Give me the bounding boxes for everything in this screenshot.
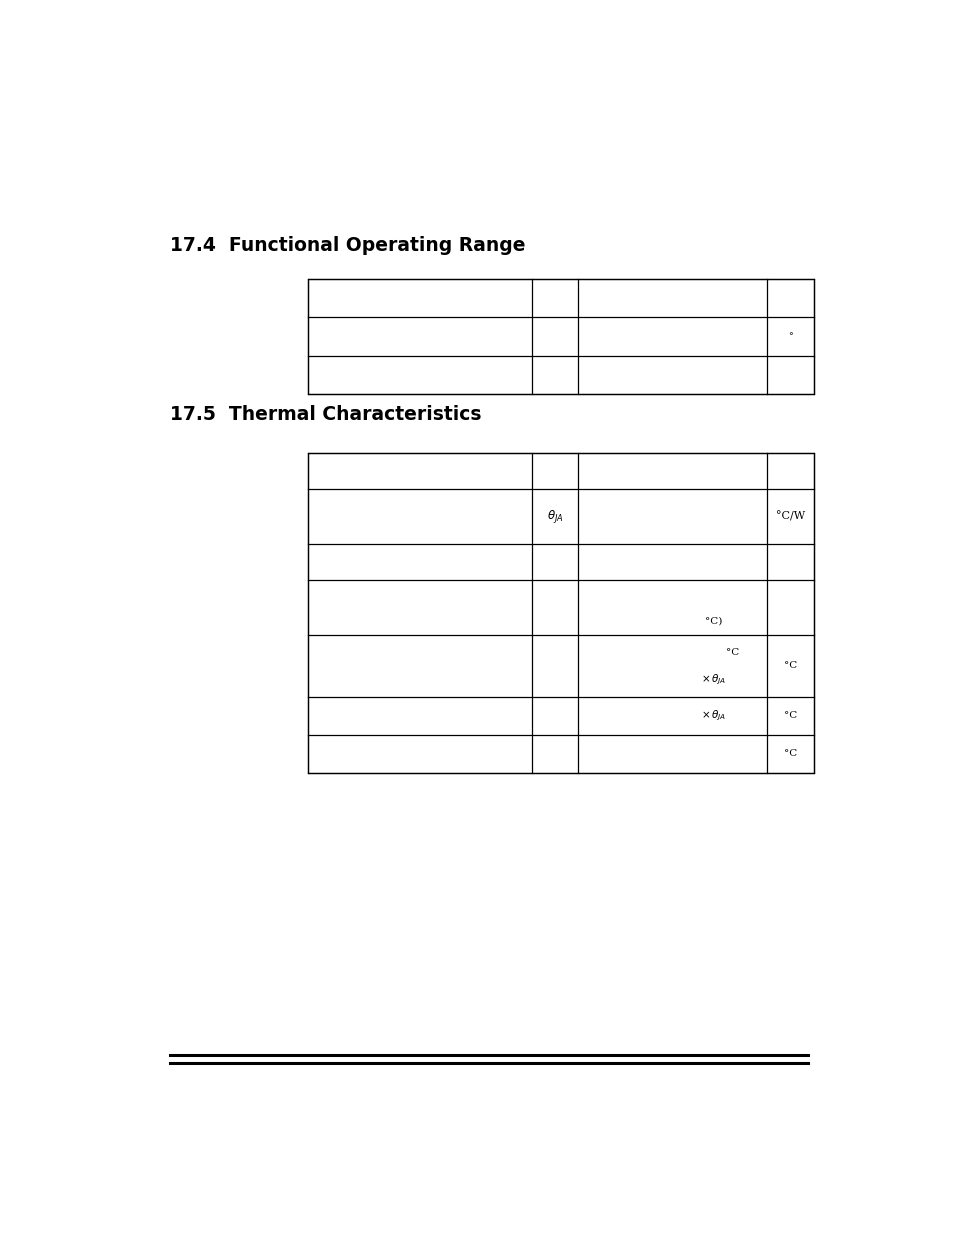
Text: $\theta_{JA}$: $\theta_{JA}$ bbox=[546, 508, 562, 525]
Text: °C: °C bbox=[725, 648, 739, 657]
Bar bbox=[308, 452, 814, 773]
Bar bbox=[308, 279, 814, 394]
Text: °C/W: °C/W bbox=[775, 511, 804, 521]
Text: 17.5  Thermal Characteristics: 17.5 Thermal Characteristics bbox=[170, 405, 480, 424]
Text: °C: °C bbox=[783, 750, 796, 758]
Text: °: ° bbox=[787, 332, 792, 341]
Text: $\times\,\theta_{JA}$: $\times\,\theta_{JA}$ bbox=[700, 709, 726, 724]
Text: $\times\,\theta_{JA}$: $\times\,\theta_{JA}$ bbox=[700, 672, 726, 687]
Text: °C: °C bbox=[783, 711, 796, 720]
Text: °C: °C bbox=[783, 662, 796, 671]
Text: 17.4  Functional Operating Range: 17.4 Functional Operating Range bbox=[170, 236, 524, 254]
Text: °C): °C) bbox=[704, 616, 721, 626]
